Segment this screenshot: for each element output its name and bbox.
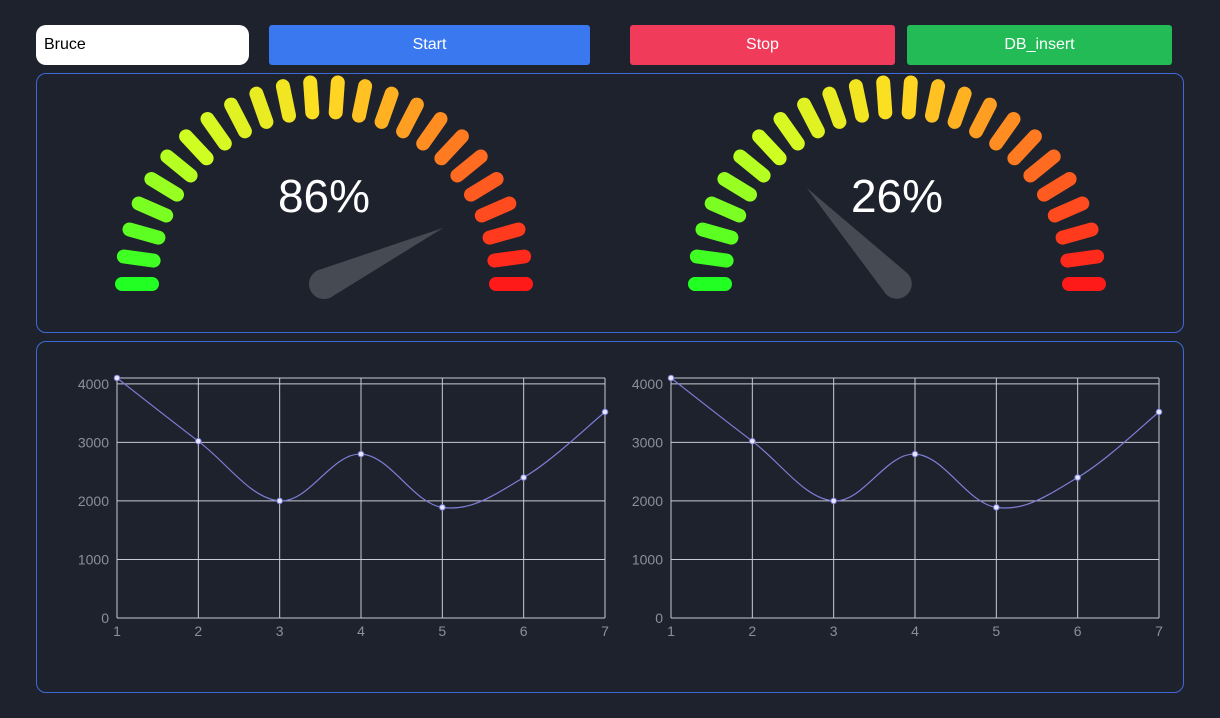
gauge-segment [1067,257,1097,261]
y-tick-label: 1000 [78,551,109,567]
y-tick-label: 2000 [632,493,663,509]
y-tick-label: 0 [655,610,663,626]
data-point[interactable] [277,498,283,504]
gauge-segment [740,157,763,176]
gauge-segment [359,86,365,115]
data-point[interactable] [994,505,1000,511]
gauge-segment [712,204,740,216]
gauge-segment [490,230,519,238]
gauge-segment [883,83,885,113]
gauge-segment [441,136,462,158]
gauge-segment [976,105,990,132]
gauge-segment [231,105,245,132]
gauge-value-label: 26% [851,170,943,222]
charts-panel: 1 2 3 4 5 6 7 0 1000 2000 3000 4000 1 2 3 4 5 6 7 0 1000 200… [36,341,1184,693]
x-tick-label: 7 [1155,623,1163,639]
db-insert-button[interactable]: DB_insert [907,25,1172,65]
x-tick-label: 1 [667,623,675,639]
y-tick-label: 3000 [78,434,109,450]
gauge-segment [804,105,818,132]
y-tick-label: 4000 [78,376,109,392]
x-tick-label: 6 [1074,623,1082,639]
data-point[interactable] [196,438,202,444]
gauge-segment [856,86,862,115]
gauge-segment [283,86,289,115]
gauge-segment [909,83,911,113]
x-tick-label: 5 [438,623,446,639]
data-point[interactable] [358,451,364,457]
gauge-segment [382,94,392,122]
data-point[interactable] [440,505,446,511]
gauge-segment [403,105,417,132]
toolbar: Start Stop DB_insert [0,0,1220,70]
gauge-segment [996,119,1013,144]
x-tick-label: 4 [911,623,919,639]
name-input[interactable] [36,25,249,65]
start-button[interactable]: Start [269,25,590,65]
gauge-segment [336,83,338,113]
gauge-needle [309,228,443,299]
gauge-segment [1014,136,1035,158]
gauge-segment [471,179,497,195]
gauge-segment [167,157,190,176]
y-tick-label: 3000 [632,434,663,450]
gauge-segment [1030,157,1053,176]
x-tick-label: 2 [194,623,202,639]
data-point[interactable] [912,451,918,457]
y-tick-label: 1000 [632,551,663,567]
gauges-panel: 86% 26% [36,73,1184,333]
data-point[interactable] [831,498,837,504]
data-point[interactable] [1075,475,1081,481]
line-chart-right: 1 2 3 4 5 6 7 0 1000 2000 3000 4000 [591,342,1181,692]
x-tick-label: 2 [748,623,756,639]
gauge-segment [186,136,207,158]
gauge-segment [932,86,938,115]
stop-button[interactable]: Stop [630,25,895,65]
gauge-segment [697,257,727,261]
line-chart-left: 1 2 3 4 5 6 7 0 1000 2000 3000 4000 [37,342,627,692]
x-tick-label: 3 [830,623,838,639]
y-tick-label: 4000 [632,376,663,392]
x-tick-label: 6 [520,623,528,639]
gauge-segment [703,230,732,238]
chart-grid [117,378,605,618]
y-tick-label: 2000 [78,493,109,509]
gauge-segment [494,257,524,261]
gauge-left: 86% [97,74,557,332]
data-point[interactable] [668,375,674,381]
gauge-segment [310,83,312,113]
gauge-segment [457,157,480,176]
gauge-segment [130,230,159,238]
gauge-segment [139,204,167,216]
gauge-right: 26% [670,74,1130,332]
x-tick-label: 3 [276,623,284,639]
gauge-segment [423,119,440,144]
y-tick-label: 0 [101,610,109,626]
data-point[interactable] [1156,409,1162,415]
gauge-segment [208,119,225,144]
gauge-segment [124,257,154,261]
gauge-segment [724,179,750,195]
gauge-segment [759,136,780,158]
gauge-segment [151,179,177,195]
gauge-segment [256,94,266,122]
chart-grid [671,378,1159,618]
x-tick-label: 1 [113,623,121,639]
gauge-segment [955,94,965,122]
gauge-segment [482,204,510,216]
x-tick-label: 4 [357,623,365,639]
data-point[interactable] [521,475,527,481]
gauge-segment [1063,230,1092,238]
gauge-value-label: 86% [278,170,370,222]
data-point[interactable] [114,375,120,381]
data-point[interactable] [750,438,756,444]
gauge-segment [829,94,839,122]
gauge-segment [781,119,798,144]
x-tick-label: 5 [992,623,1000,639]
gauge-segment [1055,204,1083,216]
gauge-segment [1044,179,1070,195]
